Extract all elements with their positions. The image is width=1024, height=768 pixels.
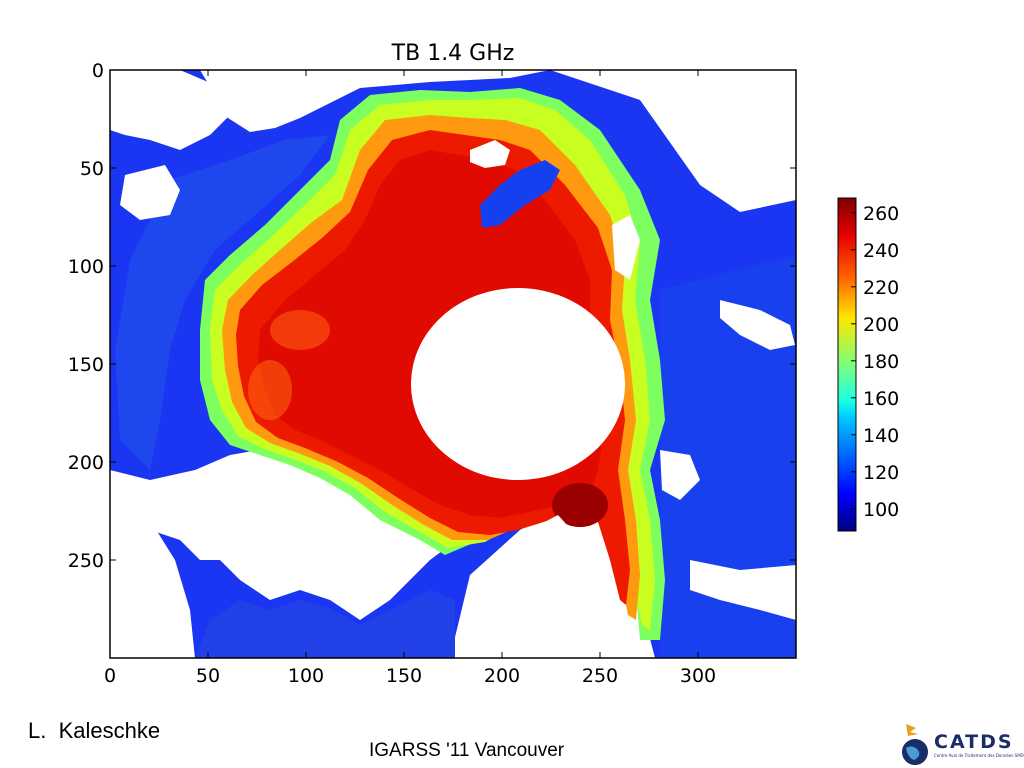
colorbar-tick-label: 200 bbox=[863, 314, 899, 336]
colorbar-tick-label: 100 bbox=[863, 499, 899, 521]
footer-text: IGARSS '11 Vancouver bbox=[369, 740, 565, 761]
y-tick-label: 250 bbox=[68, 550, 104, 572]
catds-logo: CATDS Centre Aval de Traitement des Donn… bbox=[898, 720, 1024, 766]
pole-hole bbox=[411, 288, 625, 480]
x-tick-label: 250 bbox=[582, 665, 618, 687]
author-label: L. Kaleschke bbox=[28, 718, 161, 743]
colorbar-tick-label: 220 bbox=[863, 277, 899, 299]
axis-ticks: 0 50 100 150 200 250 300 0 50 100 150 200 250 bbox=[68, 60, 796, 687]
colorbar-tick-label: 180 bbox=[863, 351, 899, 373]
colorbar-tick-label: 160 bbox=[863, 388, 899, 410]
y-tick-label: 0 bbox=[92, 60, 104, 82]
logo-text: CATDS bbox=[934, 731, 1014, 753]
x-tick-label: 200 bbox=[484, 665, 520, 687]
colorbar-tick-label: 120 bbox=[863, 462, 899, 484]
x-tick-label: 0 bbox=[104, 665, 116, 687]
colorbar-tick-label: 260 bbox=[863, 203, 899, 225]
colorbar: 100 120 140 160 180 200 220 240 260 bbox=[837, 197, 899, 532]
logo-subtitle: Centre Aval de Traitement des Données SM… bbox=[934, 753, 1024, 758]
colorbar-gradient bbox=[837, 197, 857, 532]
map-image bbox=[110, 70, 796, 658]
y-tick-label: 50 bbox=[80, 158, 104, 180]
y-tick-label: 150 bbox=[68, 354, 104, 376]
globe-bird-logo-icon bbox=[902, 724, 928, 765]
x-tick-label: 50 bbox=[196, 665, 220, 687]
x-tick-label: 100 bbox=[288, 665, 324, 687]
x-tick-label: 300 bbox=[680, 665, 716, 687]
chart-title: TB 1.4 GHz bbox=[391, 41, 515, 66]
y-tick-label: 200 bbox=[68, 452, 104, 474]
colorbar-tick-label: 240 bbox=[863, 240, 899, 262]
x-tick-label: 150 bbox=[386, 665, 422, 687]
colorbar-ticks: 100 120 140 160 180 200 220 240 260 bbox=[851, 203, 899, 521]
colorbar-tick-label: 140 bbox=[863, 425, 899, 447]
y-tick-label: 100 bbox=[68, 256, 104, 278]
